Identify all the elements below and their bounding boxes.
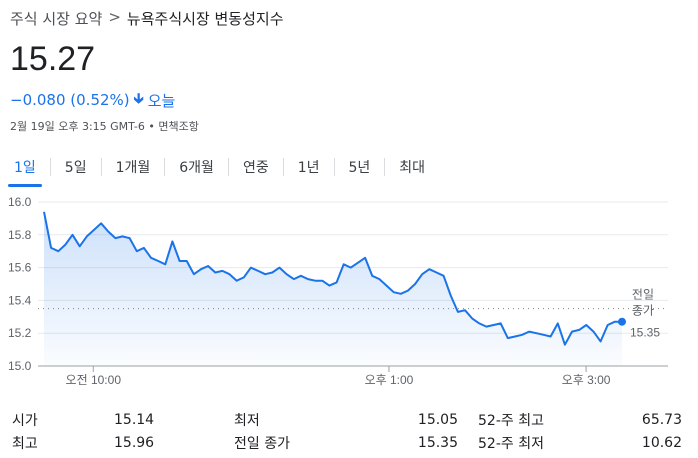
- stat-label: 52-주 최고: [478, 412, 544, 429]
- breadcrumb-root-link[interactable]: 주식 시장 요약: [10, 10, 103, 28]
- y-tick-label: 15.0: [8, 359, 32, 373]
- range-tabs: 1일 5일 1개월 6개월 연중 1년 5년 최대: [0, 150, 698, 187]
- tab-divider: [282, 158, 284, 176]
- stat-value: 15.35: [417, 434, 458, 451]
- last-price-dot: [618, 317, 626, 326]
- tab-range[interactable]: 연중: [242, 160, 269, 176]
- x-tick-label: 오전 10:00: [66, 373, 122, 387]
- breadcrumb-current: 뉴욕주식시장 변동성지수: [126, 10, 284, 28]
- stat-label: 최저: [234, 412, 260, 429]
- y-tick-label: 15.4: [8, 293, 32, 307]
- stats-row: 최고 15.96 전일 종가 15.35 52-주 최저 10.62: [12, 431, 682, 454]
- previous-close-value: 15.35: [630, 326, 660, 340]
- previous-close-label: 종가: [632, 304, 654, 318]
- price-change: −0.080 (0.52%) 🡳 오늘: [10, 88, 175, 112]
- stat-value: 10.62: [641, 434, 682, 451]
- price-chart[interactable]: 16.0 15.8 15.6 15.4 15.2 15.0 오전 10:00 오후 1:00 오…: [0, 188, 698, 388]
- tab-range[interactable]: 5년: [348, 160, 371, 176]
- arrow-down-icon: 🡳: [133, 91, 144, 107]
- breadcrumb: 주식 시장 요약 > 뉴욕주식시장 변동성지수: [10, 8, 284, 29]
- y-tick-label: 15.2: [8, 326, 32, 340]
- stat-label: 52-주 최저: [478, 435, 544, 452]
- stat-value: 15.14: [114, 411, 155, 428]
- tab-divider: [49, 158, 51, 176]
- stats-row: 시가 15.14 최저 15.05 52-주 최고 65.73: [12, 408, 682, 431]
- stat-value: 15.96: [114, 434, 155, 451]
- tab-range[interactable]: 1일: [0, 153, 50, 187]
- tab-range[interactable]: 5일: [64, 160, 87, 176]
- tab-range[interactable]: 최대: [399, 160, 426, 176]
- tab-divider: [227, 158, 229, 176]
- stat-value: 65.73: [641, 411, 682, 428]
- quote-timestamp: 2월 19일 오후 3:15 GMT-6 • 면책조항: [10, 120, 199, 133]
- current-price: 15.27: [10, 40, 96, 78]
- chart-svg: 16.0 15.8 15.6 15.4 15.2 15.0 오전 10:00 오후 1:00 오…: [8, 195, 668, 387]
- stat-value: 15.05: [417, 411, 458, 428]
- tab-divider: [164, 158, 166, 176]
- y-tick-label: 15.8: [8, 228, 32, 242]
- tab-range[interactable]: 1년: [297, 160, 320, 176]
- price-area: [44, 211, 622, 366]
- stat-label: 시가: [12, 412, 38, 429]
- stats-table: 시가 15.14 최저 15.05 52-주 최고 65.73 최고 15.96…: [12, 408, 682, 454]
- stat-label: 최고: [12, 435, 38, 452]
- x-tick-label: 오후 1:00: [365, 373, 414, 387]
- breadcrumb-separator: >: [108, 8, 121, 26]
- stat-label: 전일 종가: [234, 435, 290, 452]
- price-line: [43, 211, 622, 346]
- change-period: 오늘: [147, 91, 176, 110]
- x-tick-label: 오후 3:00: [562, 373, 611, 387]
- y-tick-label: 16.0: [8, 195, 32, 209]
- tab-divider: [384, 158, 386, 176]
- previous-close-label: 전일: [632, 288, 654, 302]
- tab-range[interactable]: 1개월: [115, 160, 151, 176]
- change-value: −0.080 (0.52%): [10, 91, 130, 109]
- tab-divider: [333, 158, 335, 176]
- tab-range[interactable]: 6개월: [179, 160, 214, 176]
- tab-divider: [100, 158, 102, 176]
- y-tick-label: 15.6: [8, 261, 32, 275]
